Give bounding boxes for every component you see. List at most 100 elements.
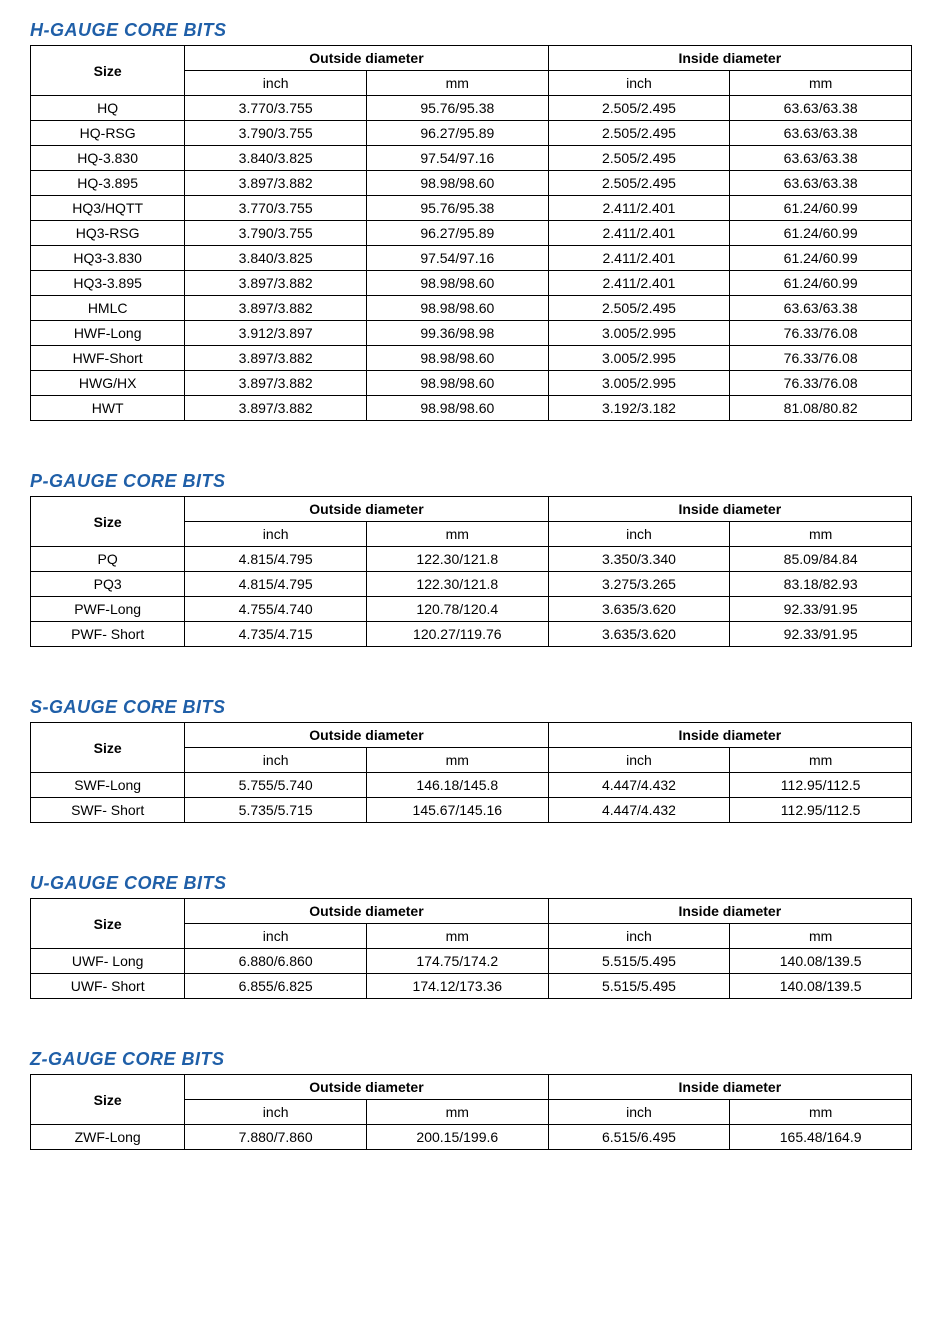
cell-size: SWF-Long [31,773,185,798]
cell-value: 63.63/63.38 [730,121,912,146]
cell-value: 200.15/199.6 [366,1125,548,1150]
cell-value: 61.24/60.99 [730,196,912,221]
cell-size: ZWF-Long [31,1125,185,1150]
cell-value: 4.447/4.432 [548,798,730,823]
cell-value: 5.735/5.715 [185,798,367,823]
cell-value: 5.515/5.495 [548,949,730,974]
section-4: Z-GAUGE CORE BITSSizeOutside diameterIns… [30,1049,912,1150]
cell-value: 3.790/3.755 [185,221,367,246]
col-header-inside: Inside diameter [548,46,911,71]
col-subheader-mm-3: mm [730,522,912,547]
cell-value: 76.33/76.08 [730,371,912,396]
cell-value: 96.27/95.89 [366,121,548,146]
col-subheader-mm-3: mm [730,1100,912,1125]
col-subheader-mm-1: mm [366,71,548,96]
cell-size: HQ3-3.830 [31,246,185,271]
data-table: SizeOutside diameterInside diameterinchm… [30,722,912,823]
cell-value: 97.54/97.16 [366,146,548,171]
col-subheader-mm-1: mm [366,748,548,773]
table-row: PQ34.815/4.795122.30/121.83.275/3.26583.… [31,572,912,597]
col-subheader-inch-0: inch [185,71,367,96]
col-header-inside: Inside diameter [548,723,911,748]
cell-value: 98.98/98.60 [366,346,548,371]
cell-size: SWF- Short [31,798,185,823]
cell-value: 3.005/2.995 [548,346,730,371]
cell-value: 85.09/84.84 [730,547,912,572]
cell-size: HQ3-3.895 [31,271,185,296]
col-header-size: Size [31,1075,185,1125]
cell-value: 122.30/121.8 [366,572,548,597]
col-header-inside: Inside diameter [548,497,911,522]
cell-size: HQ-3.895 [31,171,185,196]
cell-value: 3.897/3.882 [185,296,367,321]
cell-size: HQ [31,96,185,121]
cell-value: 6.855/6.825 [185,974,367,999]
table-row: ZWF-Long7.880/7.860200.15/199.66.515/6.4… [31,1125,912,1150]
data-table: SizeOutside diameterInside diameterinchm… [30,1074,912,1150]
cell-value: 2.505/2.495 [548,171,730,196]
cell-value: 174.12/173.36 [366,974,548,999]
col-subheader-mm-1: mm [366,924,548,949]
cell-value: 3.897/3.882 [185,346,367,371]
col-header-outside: Outside diameter [185,723,548,748]
cell-value: 92.33/91.95 [730,622,912,647]
col-subheader-inch-2: inch [548,71,730,96]
cell-value: 112.95/112.5 [730,798,912,823]
cell-value: 81.08/80.82 [730,396,912,421]
col-header-outside: Outside diameter [185,899,548,924]
table-row: HWT3.897/3.88298.98/98.603.192/3.18281.0… [31,396,912,421]
cell-value: 98.98/98.60 [366,271,548,296]
cell-value: 63.63/63.38 [730,296,912,321]
col-header-outside: Outside diameter [185,46,548,71]
table-row: PQ4.815/4.795122.30/121.83.350/3.34085.0… [31,547,912,572]
table-row: SWF- Short5.735/5.715145.67/145.164.447/… [31,798,912,823]
cell-value: 120.78/120.4 [366,597,548,622]
cell-value: 2.411/2.401 [548,221,730,246]
table-row: HQ3-3.8953.897/3.88298.98/98.602.411/2.4… [31,271,912,296]
cell-value: 3.005/2.995 [548,321,730,346]
cell-value: 122.30/121.8 [366,547,548,572]
col-subheader-inch-2: inch [548,924,730,949]
section-title: P-GAUGE CORE BITS [30,471,912,492]
cell-value: 3.275/3.265 [548,572,730,597]
cell-value: 120.27/119.76 [366,622,548,647]
table-row: HQ-3.8303.840/3.82597.54/97.162.505/2.49… [31,146,912,171]
cell-size: HWF-Long [31,321,185,346]
cell-value: 98.98/98.60 [366,396,548,421]
col-header-size: Size [31,723,185,773]
cell-size: HWT [31,396,185,421]
cell-size: UWF- Long [31,949,185,974]
cell-value: 112.95/112.5 [730,773,912,798]
cell-value: 2.505/2.495 [548,121,730,146]
cell-value: 7.880/7.860 [185,1125,367,1150]
table-row: HQ3-3.8303.840/3.82597.54/97.162.411/2.4… [31,246,912,271]
cell-value: 3.635/3.620 [548,597,730,622]
cell-value: 63.63/63.38 [730,96,912,121]
cell-value: 92.33/91.95 [730,597,912,622]
cell-value: 6.880/6.860 [185,949,367,974]
cell-value: 145.67/145.16 [366,798,548,823]
col-header-size: Size [31,497,185,547]
cell-value: 3.897/3.882 [185,371,367,396]
cell-value: 61.24/60.99 [730,246,912,271]
cell-value: 61.24/60.99 [730,271,912,296]
cell-size: HWF-Short [31,346,185,371]
table-row: HQ3.770/3.75595.76/95.382.505/2.49563.63… [31,96,912,121]
section-3: U-GAUGE CORE BITSSizeOutside diameterIns… [30,873,912,999]
col-subheader-inch-0: inch [185,1100,367,1125]
col-header-inside: Inside diameter [548,899,911,924]
cell-value: 3.770/3.755 [185,196,367,221]
section-0: H-GAUGE CORE BITSSizeOutside diameterIns… [30,20,912,421]
table-row: UWF- Short6.855/6.825174.12/173.365.515/… [31,974,912,999]
section-title: S-GAUGE CORE BITS [30,697,912,718]
col-header-size: Size [31,46,185,96]
data-table: SizeOutside diameterInside diameterinchm… [30,898,912,999]
cell-size: HQ-3.830 [31,146,185,171]
cell-value: 140.08/139.5 [730,974,912,999]
table-row: HWF-Long3.912/3.89799.36/98.983.005/2.99… [31,321,912,346]
cell-value: 83.18/82.93 [730,572,912,597]
cell-value: 3.350/3.340 [548,547,730,572]
cell-value: 4.447/4.432 [548,773,730,798]
cell-value: 63.63/63.38 [730,146,912,171]
cell-value: 146.18/145.8 [366,773,548,798]
